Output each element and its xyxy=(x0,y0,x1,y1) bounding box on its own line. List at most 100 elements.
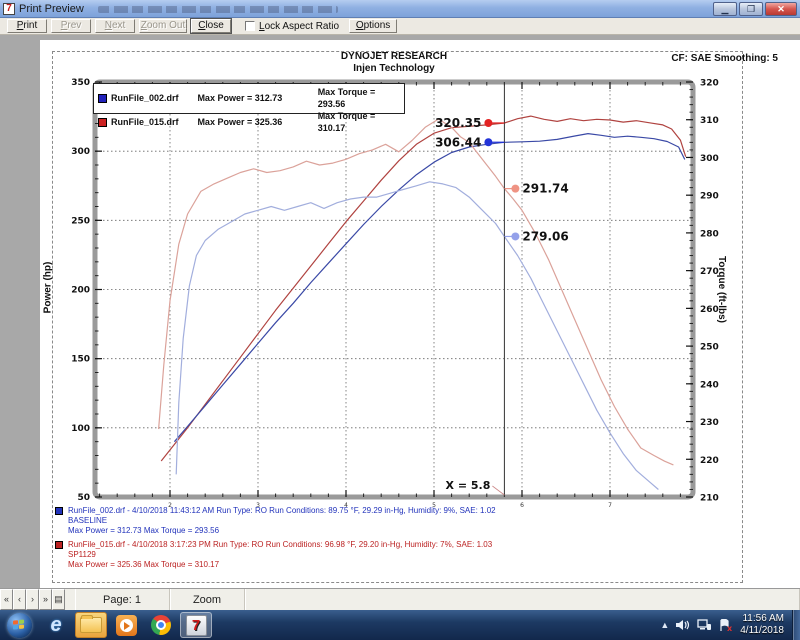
taskbar-clock[interactable]: 11:56 AM 4/11/2018 xyxy=(740,613,784,637)
torque-tick-label: 320 xyxy=(700,79,719,89)
lock-aspect-label: Lock Aspect Ratio xyxy=(259,20,340,32)
series-curve xyxy=(173,132,686,443)
close-window-button[interactable]: ✕ xyxy=(765,1,797,16)
legend-row: RunFile_015.drf Max Power = 325.36 Max T… xyxy=(98,110,400,134)
media-player-icon xyxy=(115,614,137,636)
action-center-flag-icon[interactable]: x xyxy=(719,618,733,632)
series-curve xyxy=(175,181,659,490)
run-max-values: Max Power = 325.36 Max Torque = 310.17 xyxy=(68,560,220,569)
x-tick-label: 4 xyxy=(344,502,348,509)
taskbar-item-dynojet[interactable]: 7 xyxy=(180,612,212,638)
legend-max-power: Max Power = 325.36 xyxy=(197,117,283,127)
x-tick-label: 6 xyxy=(520,502,524,509)
zoom-out-button[interactable]: Zoom Out xyxy=(139,19,187,33)
titlebar-faded-path-text xyxy=(97,5,338,13)
minimize-button[interactable]: ▁ xyxy=(713,1,737,16)
svg-text:x: x xyxy=(727,624,733,632)
torque-tick-label: 270 xyxy=(700,267,719,277)
marker-value-label: 306.44 xyxy=(435,135,481,149)
legend-swatch-blue xyxy=(98,93,107,103)
window-title: Print Preview xyxy=(19,2,84,15)
marker-value-label: 291.74 xyxy=(522,182,568,196)
torque-tick-label: 280 xyxy=(700,229,719,239)
power-tick-label: 50 xyxy=(77,493,90,503)
chart-legend: RunFile_002.drf Max Power = 312.73 Max T… xyxy=(93,83,405,133)
statusbar: « ‹ › » ▤ Page: 1 Zoom xyxy=(0,588,800,610)
chrome-icon xyxy=(151,615,171,635)
torque-tick-label: 220 xyxy=(700,456,719,466)
dynojet-icon: 7 xyxy=(185,614,207,636)
marker-value-label: 320.35 xyxy=(435,116,481,130)
report-subtitle: Injen Technology xyxy=(353,63,435,74)
power-axis-title: Power (hp) xyxy=(42,261,54,314)
series-curve xyxy=(160,115,687,462)
report-page: 2 3 4 5 6 7 350 300 250 200 150 100 50 320 310 300 290 28… xyxy=(40,40,800,588)
power-tick-label: 150 xyxy=(71,355,90,365)
torque-tick-label: 210 xyxy=(700,494,719,504)
legend-file: RunFile_015.drf xyxy=(111,117,179,127)
power-tick-label: 350 xyxy=(71,78,90,88)
run-info-baseline: RunFile_002.drf - 4/10/2018 11:43:12 AM … xyxy=(55,506,496,536)
next-page-button[interactable]: › xyxy=(26,589,39,610)
lock-aspect-checkbox[interactable] xyxy=(245,21,255,31)
legend-row: RunFile_002.drf Max Power = 312.73 Max T… xyxy=(98,86,400,110)
taskbar-item-internet-explorer[interactable]: e xyxy=(40,612,72,638)
volume-icon[interactable] xyxy=(676,619,690,631)
zoom-panel: Zoom xyxy=(170,589,245,610)
dyno-chart: 2 3 4 5 6 7 350 300 250 200 150 100 50 320 310 300 290 28… xyxy=(71,78,719,509)
titlebar: 7 Print Preview ▁ ❐ ✕ xyxy=(0,0,800,18)
torque-tick-label: 240 xyxy=(700,380,719,390)
torque-tick-label: 250 xyxy=(700,343,719,353)
report-company: DYNOJET RESEARCH xyxy=(340,51,448,62)
torque-tick-label: 230 xyxy=(700,418,719,428)
run-max-values: Max Power = 312.73 Max Torque = 293.56 xyxy=(68,526,220,535)
x-tick-label: 2 xyxy=(168,502,172,509)
toolbar: Print Prev Next Zoom Out Close Lock Aspe… xyxy=(0,18,800,35)
app-icon: 7 xyxy=(3,2,15,15)
close-preview-button[interactable]: Close xyxy=(190,18,232,34)
torque-tick-label: 310 xyxy=(700,116,719,126)
taskbar-item-media-player[interactable] xyxy=(110,612,142,638)
report-correction: CF: SAE Smoothing: 5 xyxy=(671,53,778,64)
torque-axis-title: Torque (ft-lbs) xyxy=(716,255,728,324)
legend-max-power: Max Power = 312.73 xyxy=(197,93,283,103)
legend-swatch-red xyxy=(98,117,107,127)
taskbar: e 7 ▲ x 11:56 AM 4/11/2018 xyxy=(0,610,800,640)
run-conditions: RunFile_015.drf - 4/10/2018 3:17:23 PM R… xyxy=(68,540,493,549)
last-page-button[interactable]: » xyxy=(39,589,52,610)
prev-button[interactable]: Prev xyxy=(51,19,91,33)
legend-max-torque: Max Torque = 310.17 xyxy=(317,111,376,133)
run-conditions: RunFile_002.drf - 4/10/2018 11:43:12 AM … xyxy=(68,506,496,515)
restore-button[interactable]: ❐ xyxy=(739,1,763,16)
run-name: SP1129 xyxy=(68,550,96,559)
status-empty-panel xyxy=(245,589,800,610)
power-tick-label: 250 xyxy=(71,216,90,226)
tray-hidden-icons-button[interactable]: ▲ xyxy=(660,620,670,630)
x-tick-label: 5 xyxy=(432,502,436,509)
start-button[interactable] xyxy=(7,612,32,638)
taskbar-item-explorer[interactable] xyxy=(75,612,107,638)
torque-tick-label: 300 xyxy=(700,154,719,164)
options-button[interactable]: Options xyxy=(349,19,398,33)
show-desktop-button[interactable] xyxy=(792,610,800,640)
next-button[interactable]: Next xyxy=(95,19,135,33)
print-button[interactable]: Print xyxy=(7,19,47,33)
run-swatch-blue xyxy=(55,507,63,515)
page-setup-icon[interactable]: ▤ xyxy=(52,589,65,610)
run-info-sp1129: RunFile_015.drf - 4/10/2018 3:17:23 PM R… xyxy=(55,540,496,570)
run-info-block: RunFile_002.drf - 4/10/2018 11:43:12 AM … xyxy=(55,506,496,574)
prev-page-button[interactable]: ‹ xyxy=(13,589,26,610)
first-page-button[interactable]: « xyxy=(0,589,13,610)
cursor-leader xyxy=(492,485,505,496)
page-number-panel: Page: 1 xyxy=(75,589,170,610)
run-name: BASELINE xyxy=(68,516,108,525)
legend-max-torque: Max Torque = 293.56 xyxy=(317,87,376,109)
clock-date: 4/11/2018 xyxy=(740,625,784,636)
taskbar-item-chrome[interactable] xyxy=(145,612,177,638)
legend-file: RunFile_002.drf xyxy=(111,93,179,103)
power-tick-label: 100 xyxy=(71,424,90,434)
network-icon[interactable] xyxy=(697,619,712,631)
folder-icon xyxy=(80,615,102,633)
internet-explorer-icon: e xyxy=(50,613,62,636)
